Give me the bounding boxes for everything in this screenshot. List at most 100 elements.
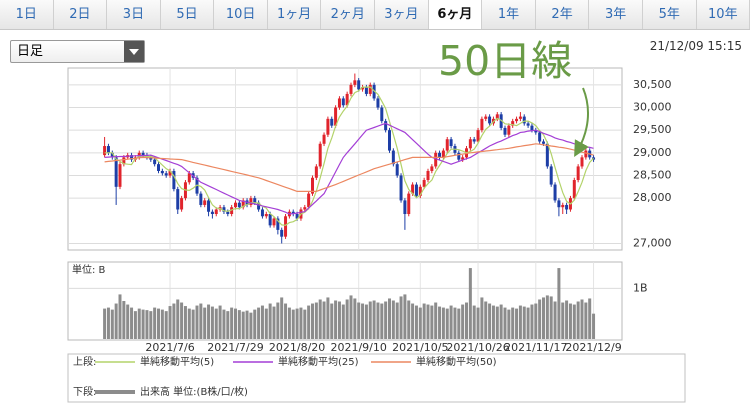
dropdown-arrow[interactable] (124, 41, 144, 62)
candle-body (414, 184, 418, 196)
interval-dropdown[interactable]: 日足 (10, 40, 145, 63)
candle-body (222, 207, 226, 212)
candle-body (422, 180, 426, 187)
candle-body (511, 121, 515, 126)
tab[interactable]: 3ヶ月 (375, 0, 429, 29)
volume-bar (488, 303, 492, 339)
legend-label: 単純移動平均(25) (278, 355, 359, 368)
volume-bar (114, 303, 118, 339)
volume-bar (218, 305, 222, 339)
candle-body (465, 148, 468, 158)
candle-body (214, 209, 218, 215)
volume-bar (318, 299, 322, 339)
volume-bar (545, 295, 549, 339)
tab[interactable]: 2ヶ月 (321, 0, 376, 29)
volume-bar (253, 309, 257, 339)
volume-bar (280, 297, 284, 339)
volume-bar (237, 310, 241, 339)
y-tick-label: 28,000 (633, 191, 672, 204)
volume-bar (472, 305, 476, 339)
y-tick-label: 30,500 (633, 78, 672, 91)
candle-body (249, 198, 253, 205)
candle-body (457, 152, 461, 160)
volume-bar (538, 299, 542, 339)
candle-body (395, 164, 399, 176)
candle-body (553, 184, 557, 201)
volume-bar (230, 307, 234, 339)
y-tick-label: 27,000 (633, 236, 672, 249)
volume-bar (145, 310, 149, 339)
candle-body (592, 157, 596, 160)
tab[interactable]: 2日 (53, 0, 108, 29)
volume-bar (426, 304, 430, 339)
volume-bar (418, 307, 422, 339)
volume-bar (361, 303, 365, 339)
volume-bar (241, 311, 245, 339)
volume-bar (191, 309, 195, 339)
tab[interactable]: 1日 (0, 0, 54, 29)
volume-bar (422, 303, 426, 339)
volume-bar (349, 295, 353, 339)
candle-body (234, 202, 237, 208)
volume-bar (203, 307, 207, 339)
tab-bar: 1日 2日 3日 5日 10日 1ヶ月 2ヶ月 3ヶ月 6ヶ月 1年 2年 3年 5年 10年 (0, 0, 750, 30)
candle-body (307, 193, 311, 208)
candle-body (545, 143, 549, 167)
tab[interactable]: 10日 (214, 0, 268, 29)
legend-label: 単純移動平均(5) (140, 355, 214, 368)
candle-body (157, 164, 160, 171)
volume-bar (584, 302, 588, 339)
volume-bar (476, 307, 480, 339)
candle-body (280, 229, 284, 237)
tab[interactable]: 3年 (589, 0, 643, 29)
candle-body (241, 200, 245, 208)
tab[interactable]: 1ヶ月 (267, 0, 322, 29)
candle-body (380, 107, 384, 122)
volume-bar (195, 305, 199, 339)
volume-bar (376, 302, 380, 339)
candle-body (110, 152, 114, 158)
candle-body (164, 173, 168, 176)
volume-bar (180, 302, 184, 339)
candle-body (384, 121, 388, 131)
tab[interactable]: 5日 (160, 0, 215, 29)
volume-bar (222, 309, 226, 339)
candle-body (210, 211, 214, 215)
volume-bar (183, 306, 187, 339)
candle-body (137, 152, 141, 158)
candle-body (203, 200, 207, 205)
candle-body (187, 173, 191, 183)
tab[interactable]: 5年 (642, 0, 697, 29)
volume-bar (445, 308, 449, 339)
candle-body (330, 118, 334, 126)
volume-bar (403, 294, 407, 339)
tab[interactable]: 6ヶ月 (428, 0, 483, 29)
tab[interactable]: 1年 (482, 0, 536, 29)
candle-body (122, 157, 126, 165)
x-tick-label: 2021/11/17 (504, 341, 567, 354)
candle-body (303, 207, 307, 210)
candle-body (568, 198, 572, 210)
candle-body (515, 118, 519, 122)
volume-bar (137, 308, 141, 339)
volume-bar (549, 296, 553, 339)
candle-body (345, 93, 349, 106)
volume-bar (272, 306, 276, 339)
volume-bar (526, 307, 530, 339)
volume-bar (468, 268, 472, 339)
candle-body (441, 150, 445, 158)
tab[interactable]: 3日 (107, 0, 161, 29)
candle-body (226, 211, 230, 215)
volume-bar (157, 308, 160, 339)
candle-body (453, 146, 457, 153)
tab[interactable]: 2年 (535, 0, 590, 29)
volume-bar (311, 303, 314, 339)
volume-bar (568, 303, 572, 339)
volume-bar (345, 299, 349, 339)
y-tick-label: 29,000 (633, 146, 672, 159)
candle-body (260, 209, 264, 217)
candle-body (480, 118, 484, 131)
candle-body (388, 130, 391, 151)
volume-bar (326, 297, 330, 339)
tab[interactable]: 10年 (696, 0, 750, 29)
